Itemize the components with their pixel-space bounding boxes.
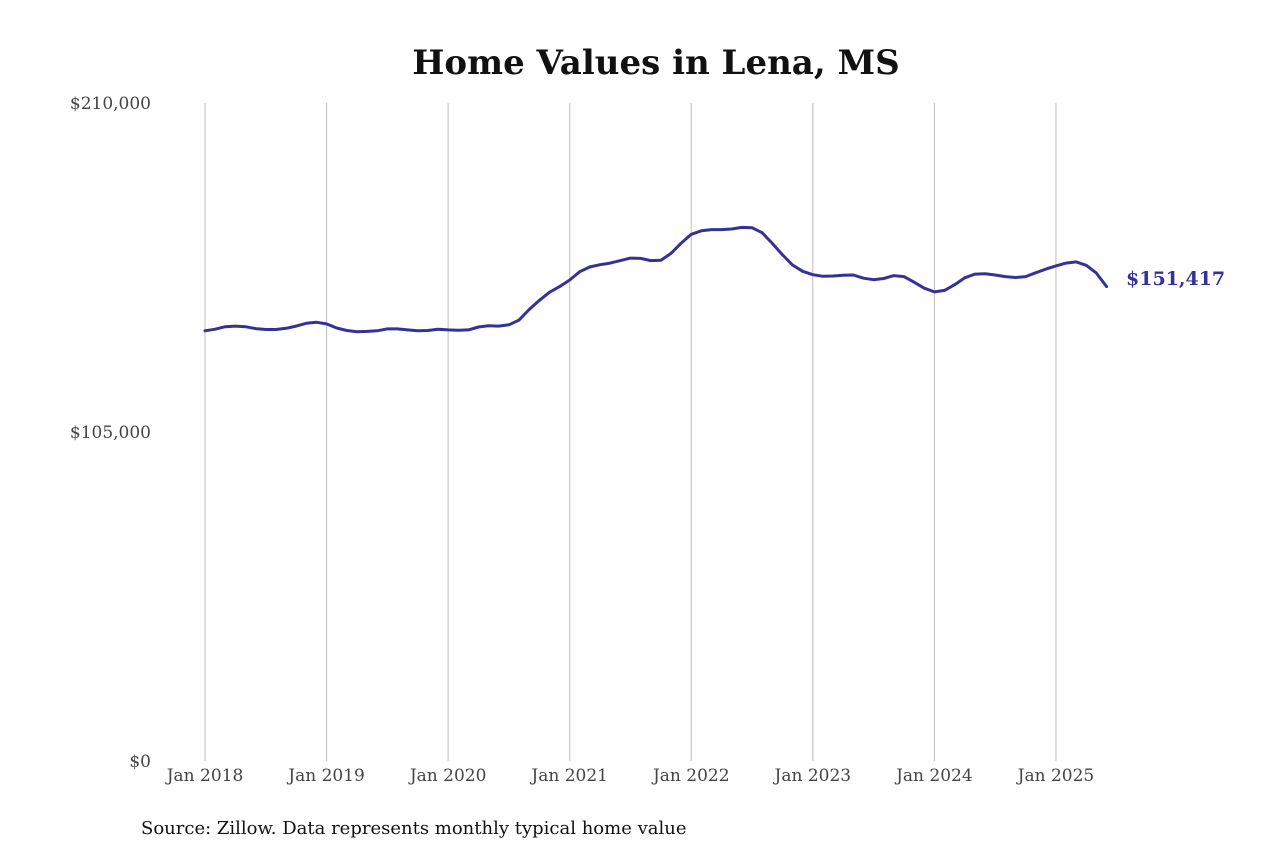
series-layer — [203, 225, 1109, 334]
x-tick-label: Jan 2024 — [894, 766, 973, 786]
x-tick-label: Jan 2020 — [408, 766, 487, 786]
y-tick-label: $210,000 — [70, 94, 151, 114]
y-tick-label: $0 — [129, 752, 151, 772]
grid-lines — [204, 103, 1057, 761]
x-tick-label: Jan 2018 — [165, 766, 244, 786]
source-note: Source: Zillow. Data represents monthly … — [141, 818, 687, 839]
x-tick-label: Jan 2023 — [773, 766, 852, 786]
x-tick-label: Jan 2019 — [286, 766, 365, 786]
y-tick-label: $105,000 — [70, 423, 151, 443]
last-value-label: $151,417 — [1126, 268, 1225, 290]
y-axis-ticks: $0 $105,000 $210,000 — [70, 94, 151, 772]
x-axis-ticks: Jan 2018 Jan 2019 Jan 2020 Jan 2021 Jan 2022… — [165, 766, 1095, 786]
chart-title: Home Values in Lena, MS — [412, 43, 899, 83]
x-tick-label: Jan 2025 — [1016, 766, 1095, 786]
series-line — [203, 225, 1109, 334]
x-tick-label: Jan 2021 — [529, 766, 608, 786]
x-tick-label: Jan 2022 — [651, 766, 730, 786]
